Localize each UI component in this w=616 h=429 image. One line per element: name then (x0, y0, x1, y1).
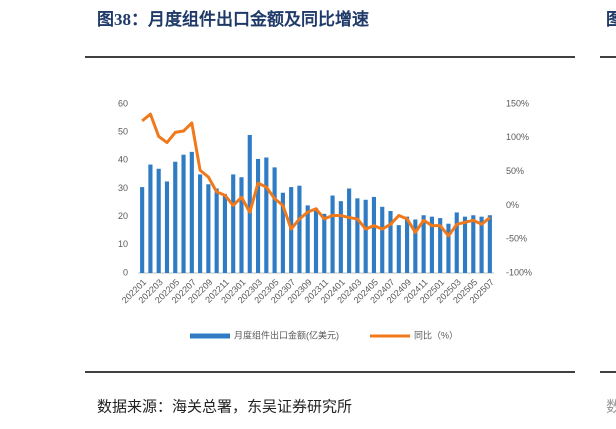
bar (214, 188, 219, 273)
bar (272, 167, 277, 273)
y-tick-label: 30 (118, 183, 128, 193)
bar (148, 164, 153, 273)
bar (487, 215, 492, 273)
bar (438, 218, 443, 273)
bar (462, 216, 468, 273)
bar (371, 196, 377, 273)
y2-tick-label: 50% (506, 166, 524, 176)
chart-title: 图38：月度组件出口金额及同比增速 (97, 9, 369, 29)
bar (255, 158, 261, 273)
neighbor-title: 图 (606, 10, 616, 29)
line (141, 112, 491, 238)
y2-tick-label: 150% (506, 98, 529, 108)
y2-tick-label: 100% (506, 132, 529, 142)
bar (388, 211, 393, 273)
bar (322, 213, 327, 273)
bar (181, 154, 186, 273)
bar (446, 223, 451, 273)
bar (222, 194, 227, 273)
bar (413, 219, 418, 273)
bar (305, 205, 310, 273)
y-tick-label: 50 (118, 127, 128, 137)
bar (479, 216, 484, 273)
bar (164, 181, 170, 273)
bar (380, 206, 385, 273)
legend-swatch (190, 333, 230, 339)
bar (330, 195, 335, 273)
bar (231, 174, 236, 273)
bar (421, 215, 426, 273)
legend-label: 同比（%） (414, 329, 458, 340)
bar (239, 177, 244, 273)
bar (173, 161, 178, 273)
bar (429, 216, 434, 273)
bar (471, 215, 476, 273)
bar (355, 198, 360, 273)
legend-label: 月度组件出口金额(亿美元) (234, 329, 339, 340)
bar (198, 174, 203, 273)
y-tick-label: 60 (118, 98, 128, 108)
bar (247, 134, 252, 273)
y-tick-label: 0 (123, 267, 128, 277)
bar (156, 168, 161, 273)
y-tick-label: 20 (118, 211, 128, 221)
bar (347, 188, 352, 273)
bar (405, 216, 410, 273)
bar (264, 157, 269, 273)
source: 数据来源：海关总署，东吴证券研究所 (97, 398, 352, 415)
y2-tick-label: -100% (506, 267, 532, 277)
bar (454, 212, 459, 273)
bar (206, 184, 211, 273)
y-tick-label: 40 (118, 155, 128, 165)
bar (313, 208, 319, 273)
bar (338, 201, 343, 273)
bar (396, 225, 401, 273)
neighbor-source: 数 (606, 398, 616, 415)
bar (189, 151, 194, 273)
y2-tick-label: 0% (506, 200, 519, 210)
y-tick-label: 10 (118, 239, 128, 249)
y2-tick-label: -50% (506, 234, 527, 244)
bar (140, 187, 145, 273)
bar (297, 185, 302, 273)
bar (280, 192, 285, 273)
bar (363, 199, 368, 273)
